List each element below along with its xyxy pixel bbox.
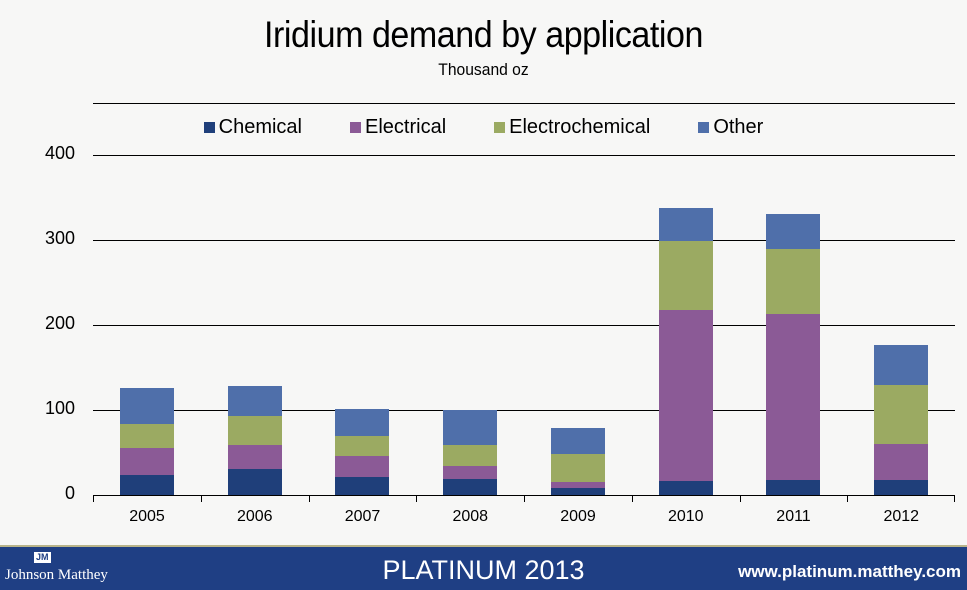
bar-segment-electrochemical [550, 454, 605, 483]
y-tick-label: 400 [44, 143, 75, 163]
x-tick [954, 495, 955, 502]
legend-label: Electrochemical [509, 116, 651, 138]
legend: Chemical Electrical Electrochemical Other [0, 116, 967, 139]
x-tick [93, 495, 94, 502]
chart-subtitle: Thousand oz [438, 60, 529, 79]
bar-segment-other [443, 410, 498, 445]
bar-segment-other [766, 213, 821, 250]
footer-url[interactable]: www.platinum.matthey.com [738, 562, 961, 581]
bar-segment-chemical [443, 478, 498, 495]
bar-segment-electrochemical [335, 436, 390, 456]
bar-2006 [227, 386, 282, 495]
x-tick-label: 2007 [344, 508, 381, 525]
bar-segment-electrochemical [874, 385, 929, 444]
bar-segment-electrochemical [443, 444, 498, 467]
legend-item-other: Other [698, 116, 763, 139]
legend-item-electrical: Electrical [350, 116, 446, 139]
bar-2010 [658, 207, 713, 495]
bar-segment-electrical [443, 466, 498, 479]
bar-2007 [335, 409, 390, 495]
bar-segment-chemical [550, 488, 605, 495]
logo-text: Johnson Matthey [5, 567, 108, 583]
bar-segment-chemical [227, 468, 282, 495]
legend-swatch-icon [494, 122, 506, 133]
bar-segment-other [874, 345, 929, 386]
bar-segment-electrical [550, 482, 605, 489]
bar-segment-other [658, 207, 713, 241]
legend-label: Chemical [218, 116, 302, 138]
plot-area [93, 155, 955, 495]
bar-2005 [119, 387, 174, 495]
bar-segment-electrochemical [658, 240, 713, 310]
x-tick-label: 2012 [883, 508, 920, 525]
x-tick-label: 2009 [560, 508, 596, 525]
bar-2012 [874, 345, 929, 495]
x-tick [847, 495, 849, 502]
legend-swatch-icon [350, 122, 361, 133]
gridline [93, 240, 955, 241]
bar-segment-other [227, 386, 282, 416]
x-tick [416, 495, 418, 502]
legend-item-electrochemical: Electrochemical [494, 116, 650, 139]
bar-segment-electrochemical [119, 423, 174, 449]
legend-swatch-icon [698, 122, 710, 133]
chart-title: Iridium demand by application [264, 14, 703, 55]
footer-banner: JM Johnson Matthey PLATINUM 2013 www.pla… [0, 545, 967, 590]
bar-segment-other [119, 387, 174, 424]
bar-2011 [766, 213, 821, 495]
y-tick-label: 300 [44, 228, 75, 248]
bar-segment-chemical [874, 479, 929, 495]
y-tick-label: 100 [44, 398, 75, 418]
x-tick-label: 2010 [667, 508, 704, 525]
gridline [93, 410, 955, 411]
x-tick [308, 495, 310, 502]
bar-segment-electrical [766, 313, 821, 480]
gridline [93, 155, 955, 156]
bar-segment-electrical [335, 455, 390, 478]
x-tick-label: 2005 [129, 508, 165, 525]
bar-segment-chemical [766, 479, 821, 495]
y-tick-label: 200 [44, 313, 75, 333]
x-tick-label: 2011 [776, 508, 811, 525]
bar-2008 [443, 410, 498, 495]
bar-segment-electrochemical [766, 249, 821, 314]
legend-swatch-icon [203, 122, 215, 133]
legend-item-chemical: Chemical [203, 116, 302, 139]
x-tick [631, 495, 633, 502]
legend-label: Electrical [365, 116, 447, 138]
y-tick-label: 0 [64, 483, 75, 503]
legend-label: Other [713, 116, 764, 138]
x-tick-label: 2008 [452, 508, 489, 525]
bar-segment-electrical [874, 444, 929, 480]
bar-segment-electrical [119, 448, 174, 475]
legend-divider [93, 103, 955, 104]
bar-segment-electrical [227, 444, 282, 469]
x-tick [524, 495, 525, 502]
bar-2009 [550, 427, 605, 495]
bar-segment-chemical [658, 481, 713, 495]
bar-segment-chemical [119, 474, 174, 495]
x-tick [739, 495, 741, 502]
bar-segment-other [550, 427, 605, 455]
x-tick-label: 2006 [236, 508, 273, 525]
footer-title: PLATINUM 2013 [382, 555, 585, 585]
gridline [93, 325, 955, 326]
bar-segment-chemical [335, 477, 390, 495]
bar-segment-electrical [658, 309, 713, 482]
bar-segment-electrochemical [227, 415, 282, 445]
bar-segment-other [335, 409, 390, 437]
johnson-matthey-logo-icon: JM [34, 552, 51, 563]
x-tick [200, 495, 202, 502]
